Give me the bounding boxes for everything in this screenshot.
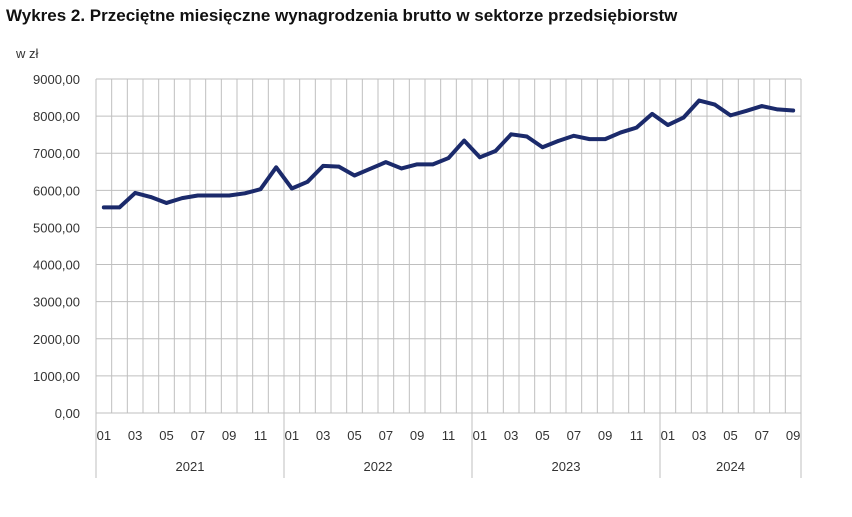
data-point [258,187,263,192]
y-tick-label: 6000,00 [33,183,80,198]
data-point [243,191,247,196]
data-point [462,138,466,143]
x-tick-label: 03 [128,428,142,443]
x-tick-label: 07 [755,428,769,443]
x-tick-label: 03 [692,428,706,443]
x-tick-label: 01 [473,428,487,443]
x-tick-label: 05 [723,428,737,443]
x-tick-label: 09 [222,428,236,443]
year-label: 2024 [716,459,745,474]
x-tick-label: 01 [661,428,675,443]
year-label: 2022 [364,459,393,474]
data-point [337,164,341,169]
data-point [634,125,639,130]
data-point [744,109,748,113]
x-tick-label: 09 [410,428,424,443]
data-point [697,98,701,103]
data-point [164,201,169,205]
data-point [619,130,623,135]
data-point [666,123,670,127]
data-point [713,102,717,107]
data-point [775,107,780,112]
data-point [478,155,482,160]
x-tick-label: 11 [442,428,456,443]
data-point [352,173,357,178]
data-point [587,137,592,141]
data-point [305,179,310,184]
data-point [603,137,607,141]
y-tick-label: 3000,00 [33,295,80,310]
data-point [133,191,137,195]
x-tick-label: 09 [786,428,800,443]
series-layer [101,98,796,210]
y-tick-label: 8000,00 [33,109,80,124]
data-point [509,132,513,137]
data-point [149,195,153,199]
data-point [525,134,529,139]
year-label: 2021 [176,459,205,474]
data-point [572,133,576,138]
y-tick-label: 4000,00 [33,258,80,273]
x-tick-label: 03 [504,428,518,443]
data-point [681,115,686,120]
data-point [728,113,733,118]
data-point [556,139,560,143]
data-point [196,193,200,198]
x-tick-label: 03 [316,428,330,443]
data-point [180,196,184,200]
y-axis-unit-label: w zł [15,46,39,61]
data-point [399,166,404,171]
data-point [227,193,231,198]
y-tick-label: 1000,00 [33,369,80,384]
x-tick-label: 05 [347,428,361,443]
x-tick-label: 01 [285,428,299,443]
year-label: 2023 [552,459,581,474]
data-point [102,205,106,210]
data-point [384,160,388,164]
data-point [431,162,435,167]
data-point [493,149,498,153]
data-point [290,186,294,191]
x-axis-ticks: 01 03 05 07 09 11 01 03 05 07 09 11 01 03 05 07 09 11 01 03… [97,428,801,443]
data-point [791,108,795,113]
data-point [321,164,325,168]
x-tick-label: 07 [379,428,393,443]
y-axis-ticks: 0,00 1000,00 2000,00 3000,00 4000,00 5000,00 6… [33,72,80,421]
y-tick-label: 9000,00 [33,72,80,87]
chart-title: Wykres 2. Przeciętne miesięczne wynagrod… [6,6,678,25]
data-point [274,165,278,170]
x-tick-label: 07 [191,428,205,443]
x-axis-years: 2021 2022 2023 2024 [95,413,802,478]
x-tick-label: 09 [598,428,612,443]
y-tick-label: 2000,00 [33,332,80,347]
data-point [446,156,451,160]
data-point [650,112,654,116]
y-tick-label: 7000,00 [33,146,80,161]
data-point [368,167,372,171]
data-point [760,104,764,108]
data-point [117,205,122,210]
x-tick-label: 11 [630,428,644,443]
y-tick-label: 5000,00 [33,220,80,235]
x-tick-label: 01 [97,428,111,443]
grid-lines [95,78,802,414]
data-point [540,145,545,150]
x-tick-label: 05 [535,428,549,443]
x-tick-label: 05 [159,428,173,443]
data-point [211,193,216,198]
x-tick-label: 07 [567,428,581,443]
x-tick-label: 11 [254,428,268,443]
y-tick-label: 0,00 [55,406,80,421]
data-point [415,162,419,167]
